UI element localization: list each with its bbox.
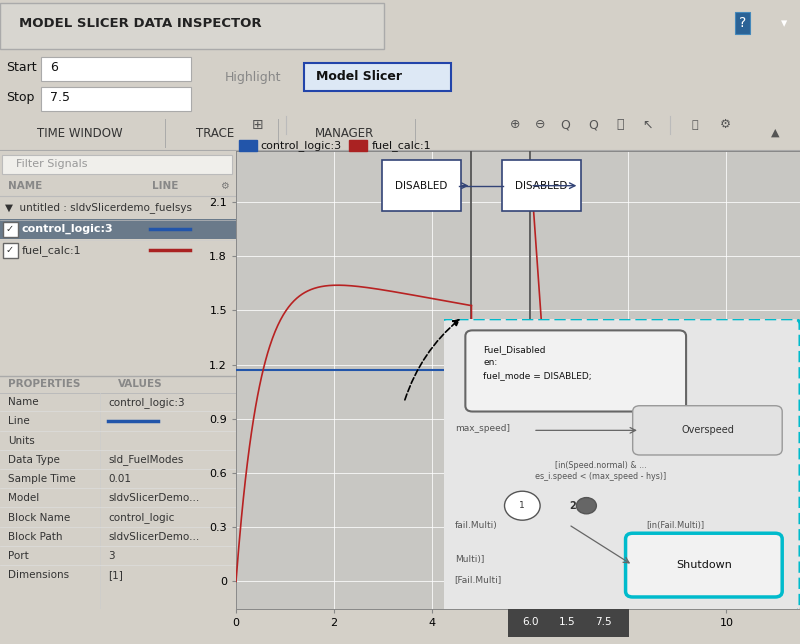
Text: Model: Model xyxy=(8,493,39,504)
Circle shape xyxy=(577,498,596,514)
Text: fail.Multi): fail.Multi) xyxy=(454,522,498,531)
Text: 3: 3 xyxy=(108,551,114,561)
Text: fuel_calc:1: fuel_calc:1 xyxy=(371,140,431,151)
FancyBboxPatch shape xyxy=(2,222,18,237)
Text: DISABLED: DISABLED xyxy=(515,181,567,191)
Text: 0: 0 xyxy=(527,591,534,600)
Text: control_logic:3: control_logic:3 xyxy=(108,397,185,408)
FancyBboxPatch shape xyxy=(41,57,191,80)
Text: Multi)]: Multi)] xyxy=(454,555,484,564)
Text: max_speed]: max_speed] xyxy=(454,424,510,433)
Text: fuel_calc:1: fuel_calc:1 xyxy=(22,245,82,256)
FancyBboxPatch shape xyxy=(382,160,461,211)
Text: sldvSlicerDemo...: sldvSlicerDemo... xyxy=(108,532,199,542)
FancyBboxPatch shape xyxy=(633,406,782,455)
Text: 7.5: 7.5 xyxy=(595,616,612,626)
Text: 1.5: 1.5 xyxy=(558,616,575,626)
Text: 6.0: 6.0 xyxy=(522,616,538,626)
Text: 0: 0 xyxy=(468,591,474,600)
Text: control_logic:3: control_logic:3 xyxy=(22,224,114,234)
FancyBboxPatch shape xyxy=(0,219,236,240)
Text: 2: 2 xyxy=(569,500,575,511)
Text: TRACE: TRACE xyxy=(196,127,234,140)
Text: 1: 1 xyxy=(519,501,525,510)
Text: [Fail.Multi]: [Fail.Multi] xyxy=(454,575,502,584)
Bar xyxy=(349,140,367,151)
Text: Sample Time: Sample Time xyxy=(8,474,76,484)
Text: ✓: ✓ xyxy=(6,245,14,256)
Bar xyxy=(471,151,530,609)
Text: ⚙: ⚙ xyxy=(719,118,730,131)
Text: Port: Port xyxy=(8,551,29,561)
Text: 1.5: 1.5 xyxy=(558,617,575,627)
Text: Block Name: Block Name xyxy=(8,513,70,522)
Text: ?: ? xyxy=(738,16,746,30)
Text: ▲: ▲ xyxy=(770,128,779,138)
Text: ⊕: ⊕ xyxy=(510,118,521,131)
Text: control_logic:3: control_logic:3 xyxy=(261,140,342,151)
Text: NAME: NAME xyxy=(8,181,42,191)
Text: ⊞: ⊞ xyxy=(252,118,264,132)
FancyBboxPatch shape xyxy=(441,319,800,612)
Text: Shutdown: Shutdown xyxy=(676,560,732,570)
Text: Stop: Stop xyxy=(6,91,34,104)
FancyBboxPatch shape xyxy=(2,243,18,258)
Text: Start: Start xyxy=(6,61,37,74)
Text: Data Type: Data Type xyxy=(8,455,60,465)
Text: ▼  untitled : sldvSlicerdemo_fuelsys: ▼ untitled : sldvSlicerdemo_fuelsys xyxy=(5,202,192,213)
Text: ⊖: ⊖ xyxy=(535,118,546,131)
Text: control_logic: control_logic xyxy=(108,512,174,523)
Text: 6: 6 xyxy=(50,61,58,74)
FancyBboxPatch shape xyxy=(2,155,232,174)
Text: Model Slicer: Model Slicer xyxy=(316,70,402,83)
Text: 0.01: 0.01 xyxy=(108,474,131,484)
Text: 6.0: 6.0 xyxy=(522,617,538,627)
Text: Q: Q xyxy=(589,118,598,131)
Text: DISABLED: DISABLED xyxy=(395,181,447,191)
Text: Units: Units xyxy=(8,435,34,446)
Text: PROPERTIES: PROPERTIES xyxy=(8,379,80,389)
Text: VALUES: VALUES xyxy=(118,379,162,389)
FancyBboxPatch shape xyxy=(626,533,782,597)
Text: ▾: ▾ xyxy=(781,17,787,30)
Text: [in(Speed.normal) & ...
es_i.speed < (max_speed - hys)]: [in(Speed.normal) & ... es_i.speed < (ma… xyxy=(535,460,666,481)
Text: 📷: 📷 xyxy=(692,120,698,130)
Text: [1]: [1] xyxy=(108,570,123,580)
FancyBboxPatch shape xyxy=(304,62,451,91)
Text: Dimensions: Dimensions xyxy=(8,570,69,580)
FancyBboxPatch shape xyxy=(41,87,191,111)
Text: TIME WINDOW: TIME WINDOW xyxy=(37,127,123,140)
Text: sld_FuelModes: sld_FuelModes xyxy=(108,455,183,466)
Text: ↖: ↖ xyxy=(642,118,653,131)
FancyBboxPatch shape xyxy=(508,598,629,638)
Bar xyxy=(239,140,257,151)
Text: ⤢: ⤢ xyxy=(617,118,624,131)
Text: [in(Fail.Multi)]: [in(Fail.Multi)] xyxy=(646,522,705,531)
Text: Overspeed: Overspeed xyxy=(681,425,734,435)
Text: ✓: ✓ xyxy=(6,224,14,234)
FancyBboxPatch shape xyxy=(502,160,581,211)
Text: Name: Name xyxy=(8,397,38,407)
Text: Filter Signals: Filter Signals xyxy=(16,160,87,169)
Text: ⚙: ⚙ xyxy=(220,181,229,191)
Text: Line: Line xyxy=(8,417,30,426)
FancyBboxPatch shape xyxy=(0,3,384,49)
Text: Fuel_Disabled
en:
fuel_mode = DISABLED;: Fuel_Disabled en: fuel_mode = DISABLED; xyxy=(483,345,592,380)
Text: MANAGER: MANAGER xyxy=(315,127,374,140)
Text: MODEL SLICER DATA INSPECTOR: MODEL SLICER DATA INSPECTOR xyxy=(19,17,262,30)
FancyBboxPatch shape xyxy=(466,330,686,412)
Text: Highlight: Highlight xyxy=(225,71,282,84)
Text: 7.5: 7.5 xyxy=(50,91,70,104)
Text: Q: Q xyxy=(561,118,570,131)
Text: 7.5: 7.5 xyxy=(595,617,612,627)
Circle shape xyxy=(505,491,540,520)
Text: sldvSlicerDemo...: sldvSlicerDemo... xyxy=(108,493,199,504)
Text: LINE: LINE xyxy=(152,181,178,191)
Text: Block Path: Block Path xyxy=(8,532,62,542)
